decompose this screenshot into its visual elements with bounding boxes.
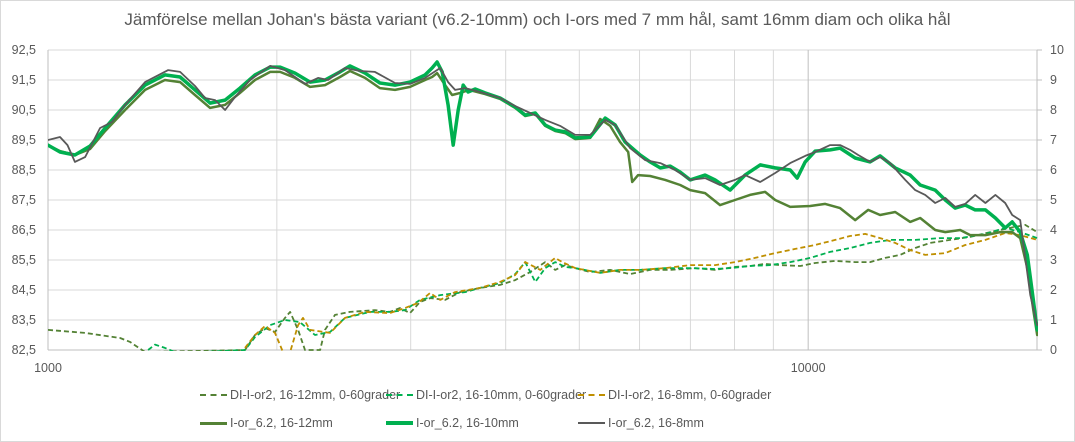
x-axis: 1000 10000: [34, 361, 825, 375]
y-tick-label: 83,5: [12, 313, 36, 327]
legend-swatch-dashed: [578, 394, 605, 396]
legend-item: I-or_6.2, 16-8mm: [578, 416, 704, 430]
y-tick-label: 90,5: [12, 103, 36, 117]
legend-item: DI-I-or2, 16-8mm, 0-60grader: [578, 388, 771, 402]
y-tick-label: 82,5: [12, 343, 36, 357]
y2-tick-label: 6: [1050, 163, 1057, 177]
x-tick-label: 1000: [34, 361, 62, 375]
y-tick-label: 92,5: [12, 43, 36, 57]
y-tick-label: 87,5: [12, 193, 36, 207]
y-tick-label: 89,5: [12, 133, 36, 147]
chart-title: Jämförelse mellan Johan's bästa variant …: [124, 10, 951, 29]
y2-tick-label: 10: [1050, 43, 1064, 57]
x-tick-label: 10000: [791, 361, 826, 375]
y2-tick-label: 5: [1050, 193, 1057, 207]
legend-swatch-dashed: [200, 394, 227, 396]
series-line: [244, 232, 1038, 351]
legend-swatch-dashed: [386, 394, 413, 396]
y2-tick-label: 2: [1050, 283, 1057, 297]
legend-swatch-solid: [200, 421, 227, 425]
series-line: [48, 224, 1038, 351]
y-tick-label: 86,5: [12, 223, 36, 237]
y-axis-left: 92,5 91,5 90,5 89,5 88,5 87,5 86,5 85,5 84,5 83,5…: [12, 43, 36, 357]
series-line: [48, 60, 1038, 332]
y2-tick-label: 9: [1050, 73, 1057, 87]
y-tick-label: 84,5: [12, 283, 36, 297]
y2-tick-label: 3: [1050, 253, 1057, 267]
legend-item: I-or_6.2, 16-12mm: [200, 416, 333, 430]
y2-tick-label: 7: [1050, 133, 1057, 147]
legend-item: DI-I-or2, 16-10mm, 0-60grader: [386, 388, 586, 402]
series-lines: [48, 60, 1038, 351]
y2-tick-label: 1: [1050, 313, 1057, 327]
series-line: [48, 65, 1038, 326]
y2-tick-label: 4: [1050, 223, 1057, 237]
y2-tick-label: 0: [1050, 343, 1057, 357]
legend: DI-I-or2, 16-12mm, 0-60grader DI-I-or2, …: [0, 384, 1075, 436]
series-line: [48, 69, 1038, 337]
legend-item: I-or_6.2, 16-10mm: [386, 416, 519, 430]
legend-swatch-solid: [578, 422, 605, 424]
y-tick-label: 88,5: [12, 163, 36, 177]
y-tick-label: 91,5: [12, 73, 36, 87]
series-line: [147, 227, 1038, 351]
y-tick-label: 85,5: [12, 253, 36, 267]
y2-tick-label: 8: [1050, 103, 1057, 117]
legend-item: DI-I-or2, 16-12mm, 0-60grader: [200, 388, 400, 402]
legend-swatch-solid: [386, 421, 413, 425]
